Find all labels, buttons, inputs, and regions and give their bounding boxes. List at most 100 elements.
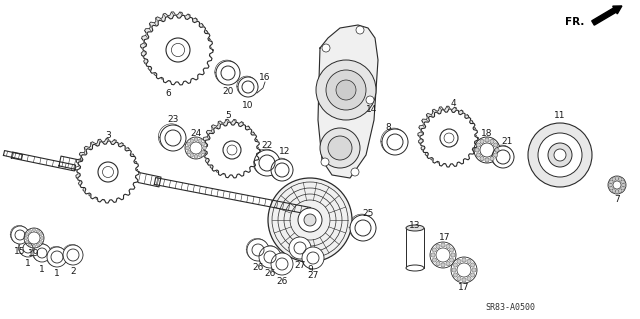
Circle shape [492,146,514,168]
Circle shape [490,139,494,144]
Circle shape [467,259,471,263]
Polygon shape [77,141,139,203]
Circle shape [11,226,29,244]
Circle shape [29,230,31,233]
Text: 5: 5 [225,110,231,120]
Polygon shape [143,15,213,85]
Text: 21: 21 [501,137,513,145]
Circle shape [621,183,625,187]
Circle shape [490,157,494,161]
Circle shape [495,148,499,152]
Text: FR.: FR. [564,17,584,27]
Circle shape [462,278,466,282]
Circle shape [441,243,445,247]
Circle shape [33,244,51,262]
Circle shape [259,246,281,268]
Circle shape [198,139,202,142]
Text: 26: 26 [252,263,264,271]
Circle shape [451,253,455,257]
Circle shape [98,162,118,182]
Text: 20: 20 [222,87,234,97]
Circle shape [431,253,435,257]
Text: 9: 9 [307,265,313,275]
Text: 18: 18 [481,129,493,137]
Circle shape [350,215,376,241]
Circle shape [187,142,190,145]
Circle shape [24,228,44,248]
Polygon shape [418,106,476,164]
Text: 6: 6 [165,88,171,98]
Circle shape [185,137,207,159]
Circle shape [351,168,359,176]
Circle shape [322,44,330,52]
Ellipse shape [406,265,424,271]
Text: 27: 27 [294,261,306,270]
Text: 23: 23 [167,115,179,123]
Circle shape [203,146,206,150]
Circle shape [538,133,582,177]
Circle shape [190,139,193,142]
Circle shape [47,247,67,267]
Circle shape [449,248,454,252]
Circle shape [238,77,258,97]
Polygon shape [59,156,161,187]
Circle shape [446,262,450,266]
Circle shape [493,143,498,147]
Circle shape [436,262,440,266]
Text: 13: 13 [409,220,420,229]
Circle shape [26,233,28,235]
Text: 22: 22 [261,140,273,150]
Circle shape [40,241,42,243]
Circle shape [618,189,622,192]
Text: 26: 26 [264,270,276,278]
Circle shape [40,237,44,239]
Text: 17: 17 [458,284,470,293]
Circle shape [446,244,450,249]
Circle shape [298,208,322,232]
Circle shape [190,154,193,157]
Circle shape [480,139,484,144]
Circle shape [432,258,436,262]
Circle shape [453,263,458,267]
Polygon shape [12,152,76,171]
Polygon shape [318,25,378,178]
Polygon shape [141,12,211,82]
Circle shape [610,180,613,183]
Circle shape [19,239,37,257]
Circle shape [453,273,458,277]
Circle shape [198,154,202,157]
Circle shape [612,189,616,192]
Polygon shape [3,151,22,160]
Circle shape [328,136,352,160]
Circle shape [449,258,454,262]
Circle shape [457,277,461,281]
Circle shape [476,153,481,157]
Circle shape [216,61,240,85]
Circle shape [289,237,311,259]
Circle shape [321,158,329,166]
Polygon shape [204,122,260,178]
Text: 12: 12 [279,147,291,157]
Ellipse shape [406,225,424,231]
Circle shape [202,151,205,154]
Circle shape [432,248,436,252]
Circle shape [470,273,475,277]
Circle shape [187,151,190,154]
Circle shape [475,148,479,152]
Circle shape [254,150,280,176]
Circle shape [438,126,456,144]
Circle shape [548,143,572,167]
Circle shape [615,177,619,180]
Circle shape [467,277,471,281]
Text: 19: 19 [28,249,40,258]
Circle shape [29,243,31,246]
Circle shape [382,129,408,155]
Circle shape [608,176,626,194]
FancyArrow shape [592,6,622,25]
Circle shape [186,146,189,150]
Circle shape [223,141,241,159]
Text: SR83-A0500: SR83-A0500 [485,302,535,311]
Circle shape [470,263,475,267]
Circle shape [36,243,40,246]
Text: 8: 8 [385,122,391,131]
